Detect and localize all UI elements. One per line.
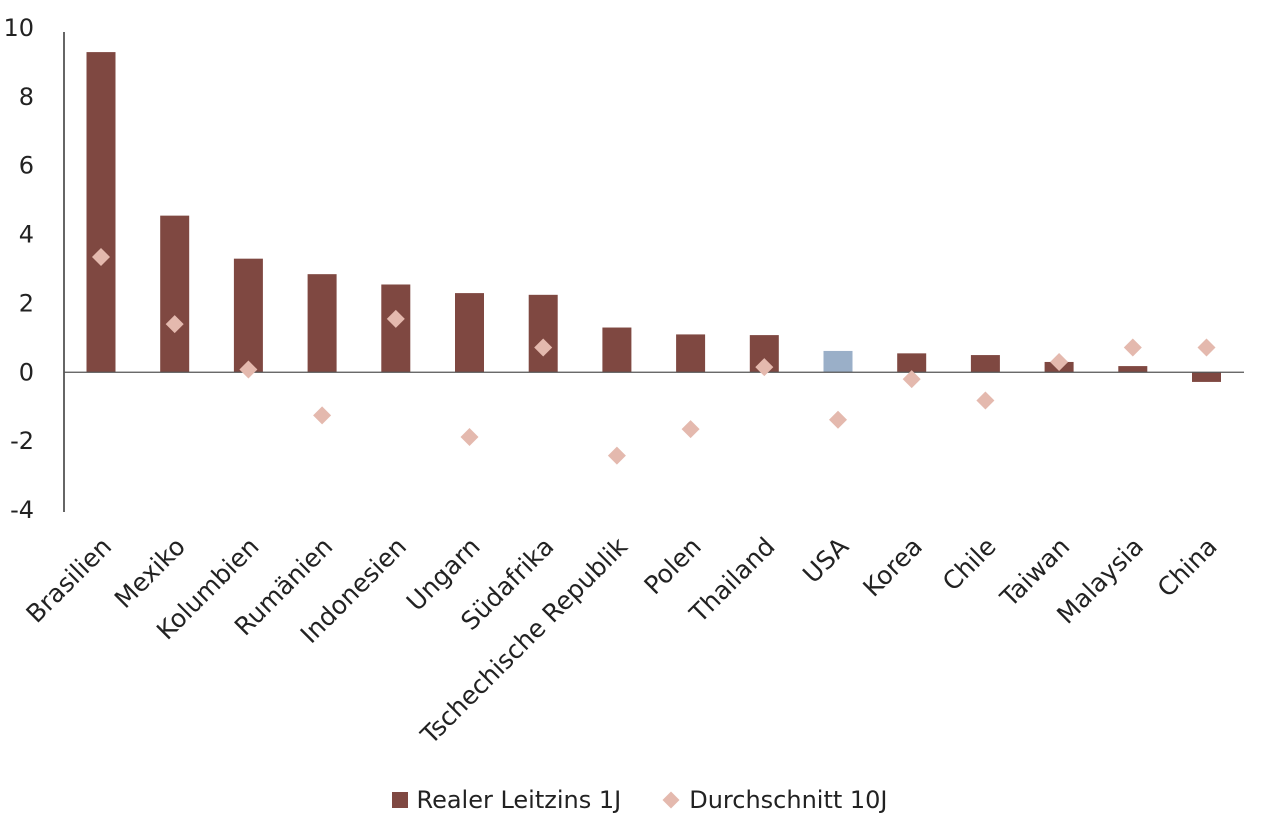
category-label: USA — [797, 532, 854, 589]
diamond-point — [1050, 352, 1069, 371]
diamond-point — [239, 360, 258, 379]
bar-series — [86, 52, 1221, 382]
legend-item-bar: Realer Leitzins 1J — [392, 786, 621, 814]
diamond-point — [534, 338, 553, 357]
bar — [233, 258, 263, 373]
legend-bar-swatch — [392, 792, 409, 808]
bar — [307, 274, 337, 373]
y-tick-label: -4 — [10, 496, 34, 524]
diamond-point — [681, 420, 700, 439]
category-label: Brasilien — [20, 532, 117, 629]
diamond-point — [386, 309, 405, 328]
diamond-point — [1123, 338, 1142, 357]
diamond-point — [92, 247, 110, 266]
x-axis-category-labels: BrasilienMexikoKolumbienRumänienIndonesi… — [20, 531, 1222, 750]
legend-label-bar: Realer Leitzins 1J — [416, 786, 622, 814]
y-tick-label: 0 — [19, 358, 34, 386]
bar — [897, 353, 927, 373]
diamond-point — [460, 428, 479, 447]
y-tick-label: 8 — [19, 83, 34, 111]
diamond-point — [902, 370, 921, 389]
category-label: Korea — [857, 532, 928, 603]
diamond-point — [165, 315, 184, 334]
bar — [602, 327, 632, 373]
legend-label-diamond: Durchschnitt 10J — [689, 786, 888, 814]
bar — [823, 350, 853, 373]
y-axis-tick-labels: 10 8 6 4 2 0 -2 -4 — [3, 14, 34, 524]
bar — [528, 294, 558, 373]
bar — [1192, 372, 1221, 382]
diamond-series — [92, 247, 1216, 465]
diamond-point — [313, 406, 332, 425]
bar — [455, 293, 484, 373]
diamond-point — [755, 358, 774, 377]
diamond-point — [976, 391, 995, 410]
category-label: China — [1152, 532, 1223, 603]
bar — [86, 52, 116, 373]
bar — [160, 215, 190, 373]
legend-diamond-swatch — [662, 791, 680, 809]
category-label: Polen — [638, 532, 706, 600]
bar — [1118, 366, 1148, 373]
bar — [381, 284, 411, 373]
category-label: Chile — [937, 532, 1002, 597]
y-tick-label: 2 — [19, 289, 34, 317]
bar — [676, 334, 706, 373]
diamond-point — [829, 410, 847, 429]
y-tick-label: 10 — [3, 14, 34, 42]
y-tick-label: 6 — [19, 152, 34, 180]
y-tick-label: 4 — [19, 221, 34, 249]
legend: Realer Leitzins 1J Durchschnitt 10J — [0, 786, 1280, 814]
y-tick-label: -2 — [10, 427, 34, 455]
bar — [970, 355, 1000, 373]
diamond-point — [1197, 338, 1216, 357]
legend-item-diamond: Durchschnitt 10J — [661, 786, 888, 814]
diamond-point — [607, 446, 626, 465]
